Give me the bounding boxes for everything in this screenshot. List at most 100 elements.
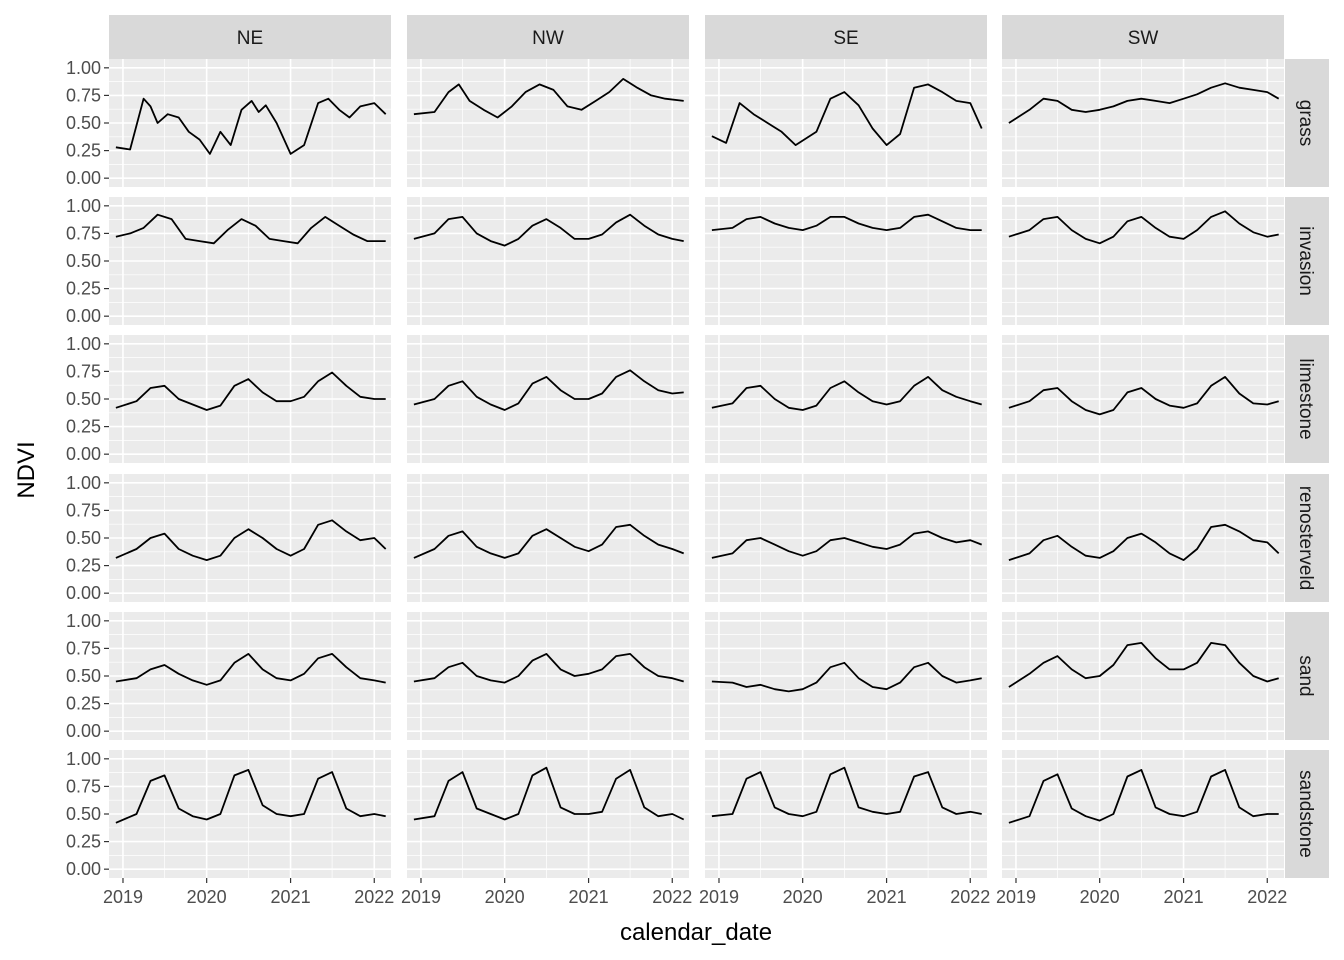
y-tick-label: 0.25 <box>66 279 101 299</box>
y-tick-label: 0.25 <box>66 556 101 576</box>
y-tick-label: 0.25 <box>66 417 101 437</box>
column-strip-NE: NE <box>109 15 391 59</box>
ndvi-line-limestone-SW <box>1008 375 1279 416</box>
panel-renosterveld-NE <box>109 474 391 602</box>
panel-invasion-SE <box>705 197 987 325</box>
x-tick-label: 2021 <box>1164 887 1204 907</box>
panel-sand-NW <box>407 612 689 740</box>
y-tick-label: 0.50 <box>66 804 101 824</box>
y-tick-label: 0.75 <box>66 500 101 520</box>
x-tick-label: 2022 <box>1247 887 1287 907</box>
y-tick-label: 0.00 <box>66 168 101 188</box>
row-strip-grass: grass <box>1285 59 1329 187</box>
y-tick-label: 0.00 <box>66 859 101 879</box>
ndvi-line-invasion-SW <box>1008 210 1279 245</box>
ndvi-line-sandstone-SE <box>711 766 982 818</box>
strips-layer: NE NW SE SW grass invasion limestone renosterve… <box>109 15 1329 878</box>
row-strip-label: renosterveld <box>1295 486 1316 591</box>
y-tick-label: 1.00 <box>66 611 101 631</box>
row-strip-invasion: invasion <box>1285 197 1329 325</box>
panel-invasion-NW <box>407 197 689 325</box>
panel-sand-NE <box>109 612 391 740</box>
y-tick-label: 1.00 <box>66 334 101 354</box>
x-tick-label: 2019 <box>699 887 739 907</box>
y-tick-label: 0.00 <box>66 583 101 603</box>
panel-sand-SW <box>1002 612 1284 740</box>
x-tick-label: 2022 <box>354 887 394 907</box>
column-strip-label: SW <box>1128 28 1159 49</box>
strip-background <box>1285 750 1329 878</box>
strip-background <box>1285 612 1329 740</box>
y-tick-label: 1.00 <box>66 196 101 216</box>
x-tick-label: 2019 <box>103 887 143 907</box>
panel-limestone-SW <box>1002 335 1284 463</box>
strip-background <box>1285 474 1329 602</box>
y-tick-label: 0.50 <box>66 666 101 686</box>
y-axis-title: NDVI <box>13 441 40 498</box>
ndvi-line-limestone-SE <box>711 375 982 411</box>
strip-background <box>1285 197 1329 325</box>
y-tick-label: 0.75 <box>66 638 101 658</box>
row-strip-label: limestone <box>1295 358 1316 439</box>
panel-grass-SE <box>705 59 987 187</box>
row-strip-label: invasion <box>1295 226 1316 296</box>
y-tick-label: 0.75 <box>66 85 101 105</box>
x-tick-label: 2021 <box>867 887 907 907</box>
axes-layer: 0.00 0.25 0.50 0.75 1.00 0.00 0.25 0.50 0.75 1.00… <box>66 58 1287 907</box>
ndvi-line-sandstone-NE <box>115 769 386 824</box>
ndvi-line-limestone-NE <box>115 371 386 411</box>
y-tick-label: 0.75 <box>66 223 101 243</box>
panel-limestone-NW <box>407 335 689 463</box>
column-strip-SE: SE <box>705 15 987 59</box>
ndvi-line-grass-SE <box>711 83 983 147</box>
panel-sandstone-SW <box>1002 750 1284 878</box>
strip-background <box>705 15 987 59</box>
strip-background <box>109 15 391 59</box>
panel-limestone-SE <box>705 335 987 463</box>
ndvi-line-grass-SW <box>1008 82 1280 124</box>
row-strip-renosterveld: renosterveld <box>1285 474 1329 602</box>
ndvi-line-sand-NW <box>413 653 684 684</box>
y-tick-label: 0.00 <box>66 444 101 464</box>
ndvi-line-invasion-SE <box>711 213 982 232</box>
y-tick-label: 0.75 <box>66 776 101 796</box>
row-strip-sandstone: sandstone <box>1285 750 1329 878</box>
strip-background <box>1285 59 1329 187</box>
panels-layer <box>109 59 1284 878</box>
row-strip-limestone: limestone <box>1285 335 1329 463</box>
panel-invasion-SW <box>1002 197 1284 325</box>
ndvi-line-invasion-NE <box>115 213 386 245</box>
y-tick-label: 0.50 <box>66 528 101 548</box>
ndvi-line-renosterveld-NW <box>413 523 685 559</box>
y-tick-label: 1.00 <box>66 749 101 769</box>
x-tick-label: 2020 <box>187 887 227 907</box>
y-tick-label: 0.00 <box>66 721 101 741</box>
panel-grass-NE <box>109 59 391 187</box>
ndvi-line-grass-NE <box>115 97 387 155</box>
panel-sand-SE <box>705 612 987 740</box>
ndvi-line-renosterveld-SE <box>711 530 983 559</box>
panel-sandstone-SE <box>705 750 987 878</box>
ndvi-line-sandstone-NW <box>413 766 685 821</box>
panel-invasion-NE <box>109 197 391 325</box>
y-tick-label: 1.00 <box>66 473 101 493</box>
strip-background <box>1285 335 1329 463</box>
ndvi-line-grass-NW <box>413 78 684 119</box>
row-strip-label: sand <box>1295 655 1316 696</box>
x-tick-label: 2020 <box>485 887 525 907</box>
ndvi-line-limestone-NW <box>413 369 684 411</box>
column-strip-label: NW <box>532 28 564 49</box>
y-tick-label: 0.25 <box>66 694 101 714</box>
x-tick-label: 2019 <box>996 887 1036 907</box>
y-tick-label: 0.50 <box>66 389 101 409</box>
row-strip-label: sandstone <box>1295 770 1316 858</box>
row-strip-sand: sand <box>1285 612 1329 740</box>
row-strip-label: grass <box>1295 100 1316 146</box>
panel-renosterveld-NW <box>407 474 689 602</box>
ndvi-line-sand-NE <box>115 653 386 686</box>
x-tick-label: 2021 <box>569 887 609 907</box>
y-tick-label: 0.50 <box>66 113 101 133</box>
x-tick-label: 2019 <box>401 887 441 907</box>
panel-grass-SW <box>1002 59 1284 187</box>
